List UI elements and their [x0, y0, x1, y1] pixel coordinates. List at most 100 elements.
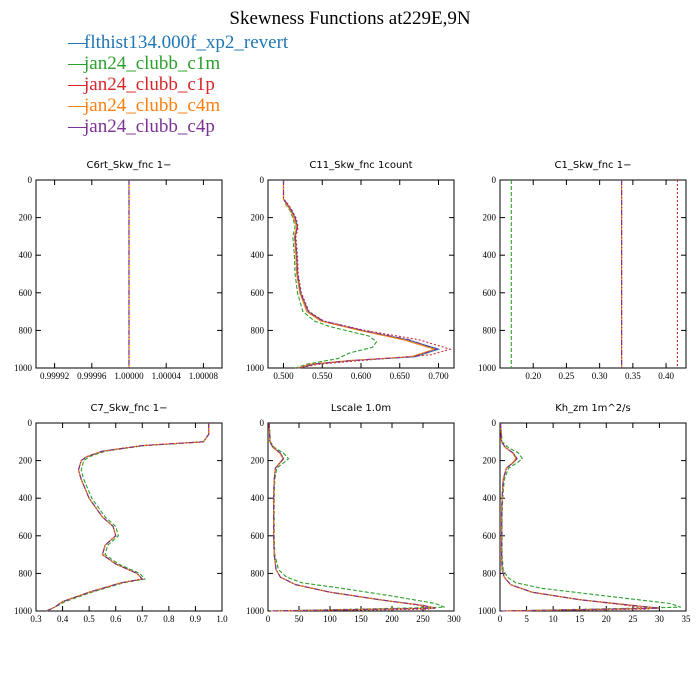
- y-tick-label: 800: [483, 568, 497, 578]
- legend-dash-icon: —: [68, 95, 87, 116]
- y-tick-label: 400: [19, 493, 33, 503]
- series-line: [499, 422, 649, 612]
- x-tick-label: 100: [323, 614, 337, 624]
- panel-title: C7_Skw_fnc 1−: [91, 403, 168, 414]
- y-tick-label: 200: [19, 213, 33, 223]
- series-line: [268, 422, 445, 612]
- legend-item: —jan24_clubb_c4m: [68, 95, 288, 116]
- x-tick-label: 0.7: [137, 614, 149, 624]
- y-tick-label: 800: [483, 325, 497, 335]
- series-line: [282, 180, 441, 369]
- panel-title: Kh_zm 1m^2/s: [555, 403, 631, 414]
- y-tick-label: 400: [483, 493, 497, 503]
- y-tick-label: 200: [483, 456, 497, 466]
- legend-item: —jan24_clubb_c1m: [68, 53, 288, 74]
- x-tick-label: 0: [266, 614, 271, 624]
- x-tick-label: 250: [416, 614, 430, 624]
- y-tick-label: 0: [260, 418, 265, 428]
- panel-title: C6rt_Skw_fnc 1−: [87, 160, 172, 171]
- panel-frame: [35, 422, 223, 612]
- x-tick-label: 0.99992: [40, 371, 69, 381]
- y-tick-label: 0: [28, 175, 33, 185]
- series-line: [268, 422, 436, 612]
- legend-dash-icon: —: [68, 53, 87, 74]
- page-title: Skewness Functions at229E,9N: [229, 8, 471, 29]
- series-line: [499, 422, 681, 612]
- legend-label: jan24_clubb_c4p: [84, 116, 215, 137]
- x-tick-label: 1.00000: [114, 371, 144, 381]
- y-tick-label: 0: [260, 175, 265, 185]
- panel-frame: [499, 179, 687, 369]
- x-tick-label: 0.9: [190, 614, 202, 624]
- series-line: [46, 423, 210, 612]
- y-tick-label: 200: [483, 213, 497, 223]
- y-tick-label: 200: [251, 456, 265, 466]
- x-tick-label: 0.20: [525, 371, 541, 381]
- legend-dash-icon: —: [68, 32, 87, 53]
- series-line: [282, 180, 439, 369]
- series-line: [268, 422, 436, 612]
- y-tick-label: 600: [19, 531, 33, 541]
- y-tick-label: 400: [483, 250, 497, 260]
- panel-title: Lscale 1.0m: [331, 403, 391, 414]
- y-tick-label: 600: [483, 288, 497, 298]
- legend-label: flthist134.000f_xp2_revert: [84, 32, 289, 53]
- y-tick-label: 200: [251, 213, 265, 223]
- x-tick-label: 0.5: [84, 614, 96, 624]
- y-tick-label: 1000: [246, 363, 265, 373]
- x-tick-label: 0.35: [625, 371, 641, 381]
- x-tick-label: 0.650: [390, 371, 411, 381]
- y-tick-label: 1000: [14, 363, 33, 373]
- y-tick-label: 0: [492, 418, 497, 428]
- panel-title: C11_Skw_fnc 1count: [309, 160, 412, 171]
- y-tick-label: 600: [251, 531, 265, 541]
- x-tick-label: 5: [524, 614, 529, 624]
- legend-dash-icon: —: [68, 116, 87, 137]
- legend-label: jan24_clubb_c4m: [84, 95, 221, 116]
- x-tick-label: 10: [549, 614, 559, 624]
- series-line: [46, 423, 210, 612]
- x-tick-label: 0.25: [559, 371, 575, 381]
- y-tick-label: 1000: [478, 606, 497, 616]
- x-tick-label: 200: [385, 614, 399, 624]
- y-tick-label: 600: [19, 288, 33, 298]
- x-tick-label: 1.00008: [189, 371, 219, 381]
- y-tick-label: 1000: [478, 363, 497, 373]
- y-tick-label: 800: [251, 325, 265, 335]
- x-tick-label: 15: [575, 614, 585, 624]
- x-tick-label: 300: [447, 614, 461, 624]
- x-tick-label: 0.600: [351, 371, 372, 381]
- y-tick-label: 800: [251, 568, 265, 578]
- x-tick-label: 0.6: [110, 614, 122, 624]
- legend-label: jan24_clubb_c1p: [84, 74, 215, 95]
- legend-dash-icon: —: [68, 74, 87, 95]
- panel-frame: [267, 179, 455, 369]
- x-tick-label: 0.99996: [77, 371, 107, 381]
- x-tick-label: 0: [498, 614, 503, 624]
- x-tick-label: 25: [628, 614, 638, 624]
- x-tick-label: 30: [655, 614, 665, 624]
- x-tick-label: 0.8: [163, 614, 175, 624]
- x-tick-label: 50: [295, 614, 305, 624]
- y-tick-label: 400: [251, 493, 265, 503]
- x-tick-label: 0.550: [312, 371, 333, 381]
- series-line: [282, 180, 437, 369]
- series-line: [499, 422, 660, 612]
- y-tick-label: 800: [19, 325, 33, 335]
- x-tick-label: 20: [602, 614, 612, 624]
- x-tick-label: 0.700: [428, 371, 449, 381]
- x-tick-label: 0.500: [273, 371, 294, 381]
- y-tick-label: 1000: [14, 606, 33, 616]
- series-line: [499, 422, 660, 612]
- series-line: [282, 180, 453, 369]
- x-tick-label: 1.0: [216, 614, 228, 624]
- panel-frame: [267, 422, 455, 612]
- legend-item: —jan24_clubb_c1p: [68, 74, 288, 95]
- series-line: [46, 423, 210, 612]
- y-tick-label: 1000: [246, 606, 265, 616]
- y-tick-label: 0: [28, 418, 33, 428]
- panel-title: C1_Skw_fnc 1−: [555, 160, 632, 171]
- series-line: [499, 422, 660, 612]
- series-line: [46, 423, 210, 612]
